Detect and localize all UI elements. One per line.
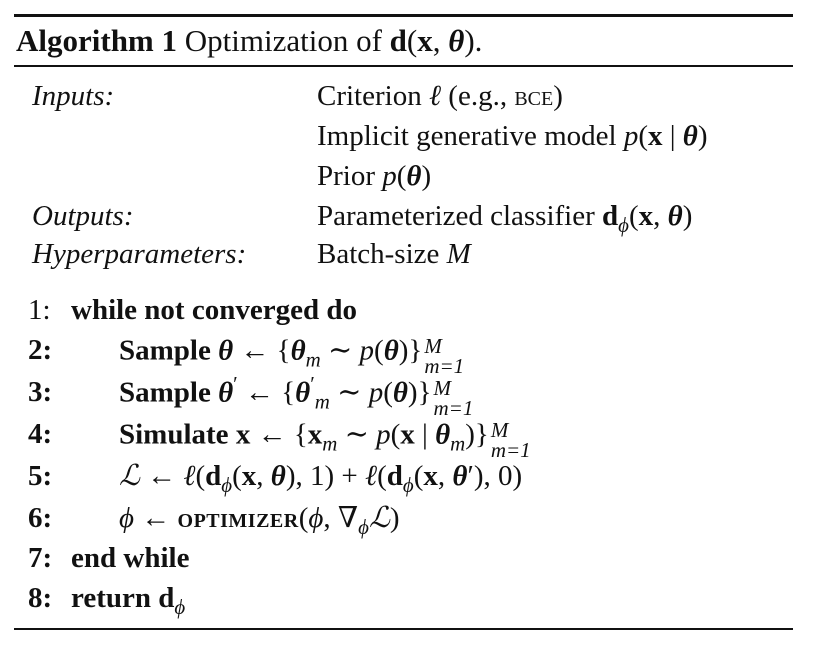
step-number: 8: <box>28 582 53 614</box>
mid-rule <box>14 65 793 67</box>
step-body: ϕ ← optimizer(ϕ, ∇ϕℒ) <box>119 502 400 539</box>
step-number: 3: <box>28 376 53 408</box>
step-number: 6: <box>28 502 53 534</box>
io-value-model: Implicit generative model p(x | θ) <box>317 119 708 152</box>
algorithm-box: Algorithm 1 Optimization of d(x, θ). Inp… <box>14 14 793 273</box>
io-key-inputs: Inputs: <box>32 79 115 112</box>
step-keyword: end while <box>71 542 190 574</box>
bottom-rule <box>14 628 793 630</box>
step-keyword: while not converged do <box>71 294 357 326</box>
step-keyword: return <box>71 582 152 614</box>
step-number: 1: <box>28 294 51 326</box>
step-body: return dϕ <box>71 582 186 619</box>
caption-text: Optimization of d(x, θ). <box>184 23 483 58</box>
step-number: 4: <box>28 418 53 450</box>
io-value-batchsize: Batch-size M <box>317 237 471 270</box>
step-body: ℒ ← ℓ(dϕ(x, θ), 1) + ℓ(dϕ(x, θ′), 0) <box>119 460 523 497</box>
step-number: 7: <box>28 542 53 574</box>
io-value-classifier: Parameterized classifier dϕ(x, θ) <box>317 199 693 237</box>
step-number: 5: <box>28 460 53 492</box>
io-key-outputs: Outputs: <box>32 199 134 232</box>
io-section: Inputs: Criterion ℓ (e.g., bce) Implicit… <box>14 73 793 273</box>
caption-label: Algorithm 1 <box>16 23 178 58</box>
step-keyword: Sample <box>119 334 211 367</box>
top-rule <box>14 14 793 17</box>
algorithm-caption: Algorithm 1 Optimization of d(x, θ). <box>14 17 793 59</box>
step-keyword: Sample <box>119 376 211 409</box>
step-keyword: Simulate <box>119 418 229 451</box>
io-key-hyperparameters: Hyperparameters: <box>32 237 247 270</box>
io-value-prior: Prior p(θ) <box>317 159 432 192</box>
io-value-criterion: Criterion ℓ (e.g., bce) <box>317 79 563 112</box>
step-number: 2: <box>28 334 53 366</box>
